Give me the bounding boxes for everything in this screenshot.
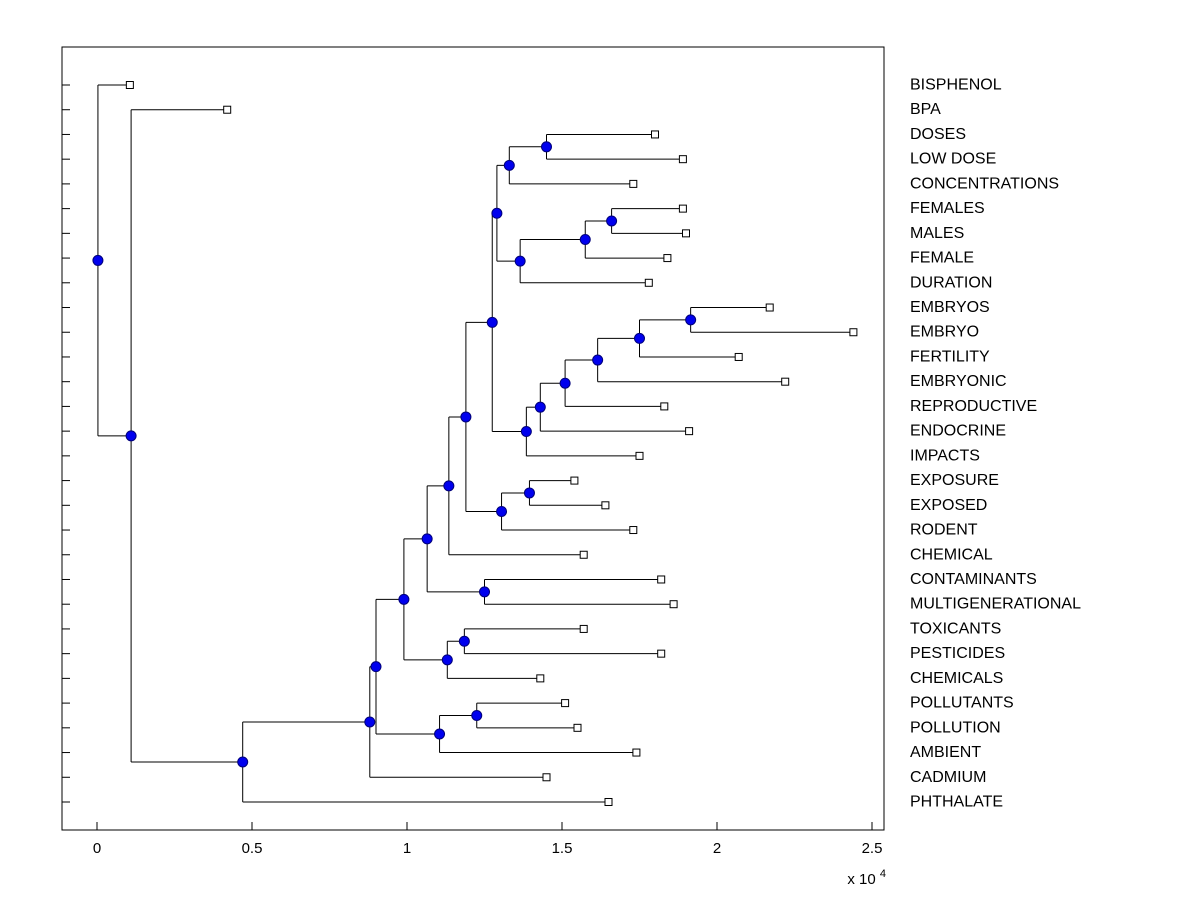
merge-node-marker	[460, 411, 472, 423]
leaf-label: BPA	[910, 101, 941, 118]
leaf-marker	[635, 451, 644, 460]
merge-node-marker	[441, 654, 453, 666]
merge-node-marker	[559, 377, 571, 389]
leaf-marker	[125, 81, 134, 89]
leaf-label: POLLUTANTS	[910, 695, 1014, 712]
leaf-label: POLLUTION	[910, 719, 1001, 736]
leaf-marker	[644, 278, 653, 287]
leaf-label: REPRODUCTIVE	[910, 398, 1037, 415]
merge-node-marker	[606, 215, 618, 227]
leaf-label: EMBRYOS	[910, 299, 990, 316]
leaf-label: DOSES	[910, 126, 966, 143]
leaf-marker	[657, 649, 666, 658]
leaf-marker	[579, 550, 588, 559]
leaf-marker	[669, 600, 678, 609]
leaf-marker	[579, 624, 588, 633]
leaf-marker	[765, 303, 774, 312]
merge-node-marker	[541, 141, 552, 153]
leaf-label: CHEMICALS	[910, 670, 1003, 687]
x-axis-tick-label: 0	[93, 840, 101, 857]
merge-node-marker	[398, 593, 410, 605]
leaf-marker	[660, 402, 669, 411]
merge-node-marker	[486, 316, 498, 328]
leaf-label: TOXICANTS	[910, 620, 1001, 637]
leaf-label: BISPHENOL	[910, 77, 1002, 94]
merge-node-marker	[479, 586, 490, 598]
merge-node-marker	[685, 314, 697, 326]
merge-node-marker	[496, 505, 508, 517]
leaf-label: CONCENTRATIONS	[910, 175, 1059, 192]
leaf-label: PHTHALATE	[910, 793, 1003, 810]
leaf-marker	[570, 476, 579, 485]
leaf-label: FEMALES	[910, 200, 985, 217]
merge-node-marker	[125, 430, 137, 442]
leaf-label: EMBRYONIC	[910, 373, 1007, 390]
merge-node-marker	[370, 661, 382, 673]
leaf-marker	[678, 155, 687, 164]
merge-node-marker	[523, 487, 535, 499]
leaf-marker	[849, 328, 858, 337]
merge-node-marker	[434, 728, 446, 740]
merge-node-marker	[92, 254, 104, 266]
merge-node-marker	[503, 159, 515, 171]
merge-node-marker	[458, 635, 470, 647]
leaf-label: DURATION	[910, 274, 992, 291]
leaf-label: MULTIGENERATIONAL	[910, 596, 1081, 613]
merge-node-marker	[592, 354, 604, 366]
leaf-label: FERTILITY	[910, 348, 990, 365]
leaf-marker	[632, 748, 641, 757]
x-axis-tick-label: 2.5	[862, 840, 883, 857]
leaf-marker	[573, 723, 582, 732]
merge-node-marker	[534, 401, 546, 413]
merge-node-marker	[443, 480, 455, 492]
leaf-marker	[629, 179, 638, 188]
leaf-label: EMBRYO	[910, 324, 979, 341]
leaf-label: CHEMICAL	[910, 546, 993, 563]
merge-node-marker	[491, 207, 503, 219]
leaf-label: PESTICIDES	[910, 645, 1005, 662]
plot-box	[61, 46, 885, 831]
leaf-marker	[781, 377, 790, 386]
leaf-marker	[678, 204, 687, 213]
x-axis-exponent-label: x 10 4	[847, 868, 886, 888]
leaf-marker	[734, 352, 743, 361]
leaf-label: IMPACTS	[910, 447, 980, 464]
merge-node-marker	[520, 426, 532, 438]
x-axis-tick-label: 1.5	[552, 840, 573, 857]
leaf-label: AMBIENT	[910, 744, 981, 761]
leaf-label: RODENT	[910, 522, 978, 539]
leaf-marker	[561, 699, 570, 708]
leaf-marker	[604, 797, 613, 806]
merge-node-marker	[514, 255, 526, 267]
leaf-marker	[651, 130, 659, 139]
leaf-marker	[685, 427, 694, 436]
leaf-label: CADMIUM	[910, 769, 986, 786]
x-axis-tick-label: 0.5	[242, 840, 263, 857]
merge-node-marker	[579, 234, 591, 246]
leaf-marker	[223, 105, 232, 114]
leaf-marker	[542, 773, 551, 782]
x-axis-tick-label: 2	[713, 840, 721, 857]
merge-node-marker	[421, 533, 433, 545]
leaf-marker	[601, 501, 610, 510]
merge-node-marker	[364, 716, 376, 728]
merge-node-marker	[237, 756, 249, 768]
leaf-label: ENDOCRINE	[910, 423, 1006, 440]
leaf-label: LOW DOSE	[910, 151, 996, 168]
leaf-marker	[663, 254, 672, 263]
leaf-marker	[682, 229, 690, 238]
leaf-marker	[657, 575, 666, 584]
x-axis-tick-label: 1	[403, 840, 411, 857]
merge-node-marker	[471, 709, 483, 721]
leaf-label: EXPOSURE	[910, 472, 999, 489]
leaf-marker	[629, 526, 638, 535]
leaf-label: FEMALE	[910, 250, 974, 267]
leaf-label: MALES	[910, 225, 964, 242]
leaf-label: EXPOSED	[910, 497, 987, 514]
leaf-label: CONTAMINANTS	[910, 571, 1037, 588]
leaf-marker	[536, 674, 545, 683]
merge-node-marker	[634, 332, 645, 344]
